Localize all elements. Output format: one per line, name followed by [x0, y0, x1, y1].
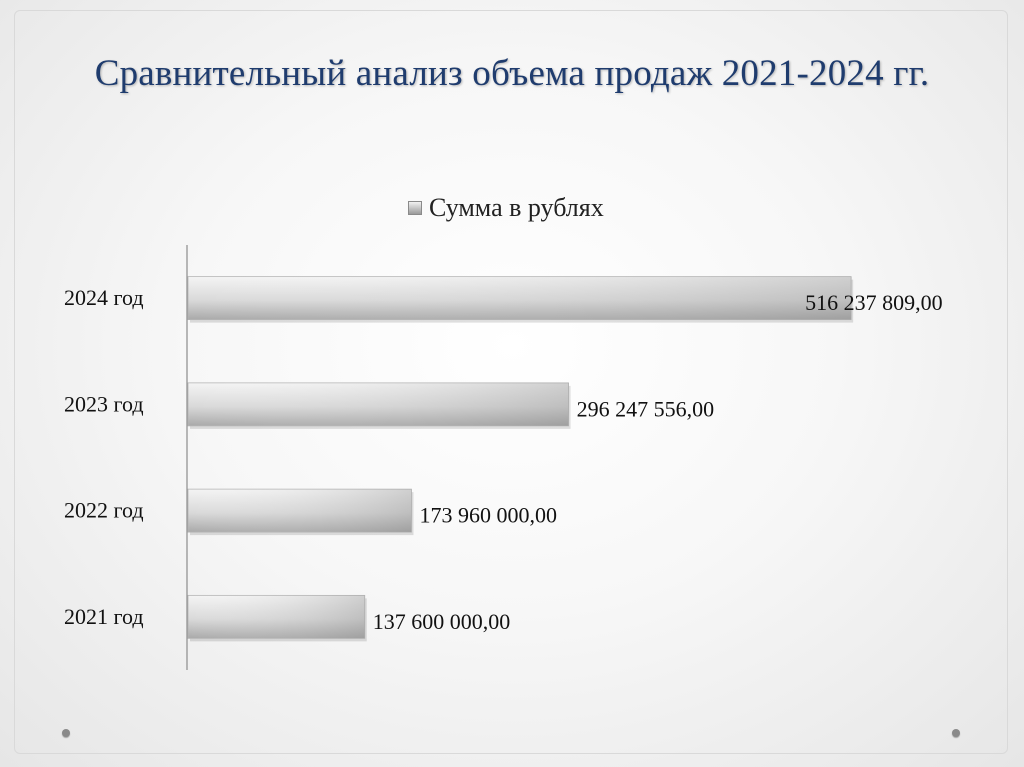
- slide-title: Сравнительный анализ объема продаж 2021-…: [94, 53, 930, 94]
- value-label: 173 960 000,00: [419, 503, 557, 528]
- category-label: 2024 год: [64, 285, 144, 310]
- category-label: 2023 год: [64, 391, 144, 416]
- chart-legend: Сумма в рублях: [408, 193, 604, 223]
- value-label: 516 237 809,00: [805, 290, 943, 315]
- bar-group: 2022 год 173 960 000,00: [64, 488, 557, 536]
- decor-dot-right: [952, 729, 960, 737]
- bar-shade: [188, 489, 412, 533]
- value-label: 137 600 000,00: [373, 609, 511, 634]
- bar-shade: [188, 595, 365, 639]
- legend-label: Сумма в рублях: [429, 193, 604, 222]
- bar-group: 2023 год 296 247 556,00: [64, 382, 715, 429]
- slide-frame: [14, 10, 1008, 754]
- legend-swatch: [408, 201, 422, 215]
- bar-shade: [188, 276, 852, 320]
- decor-dot-left: [62, 729, 70, 737]
- category-label: 2021 год: [64, 604, 144, 629]
- bar-group: 2021 год 137 600 000,00: [64, 594, 511, 642]
- bar-shade: [188, 382, 569, 426]
- bar-group: 2024 год 516 237 809,00: [64, 276, 943, 323]
- category-label: 2022 год: [64, 498, 144, 523]
- value-label: 296 247 556,00: [577, 396, 715, 421]
